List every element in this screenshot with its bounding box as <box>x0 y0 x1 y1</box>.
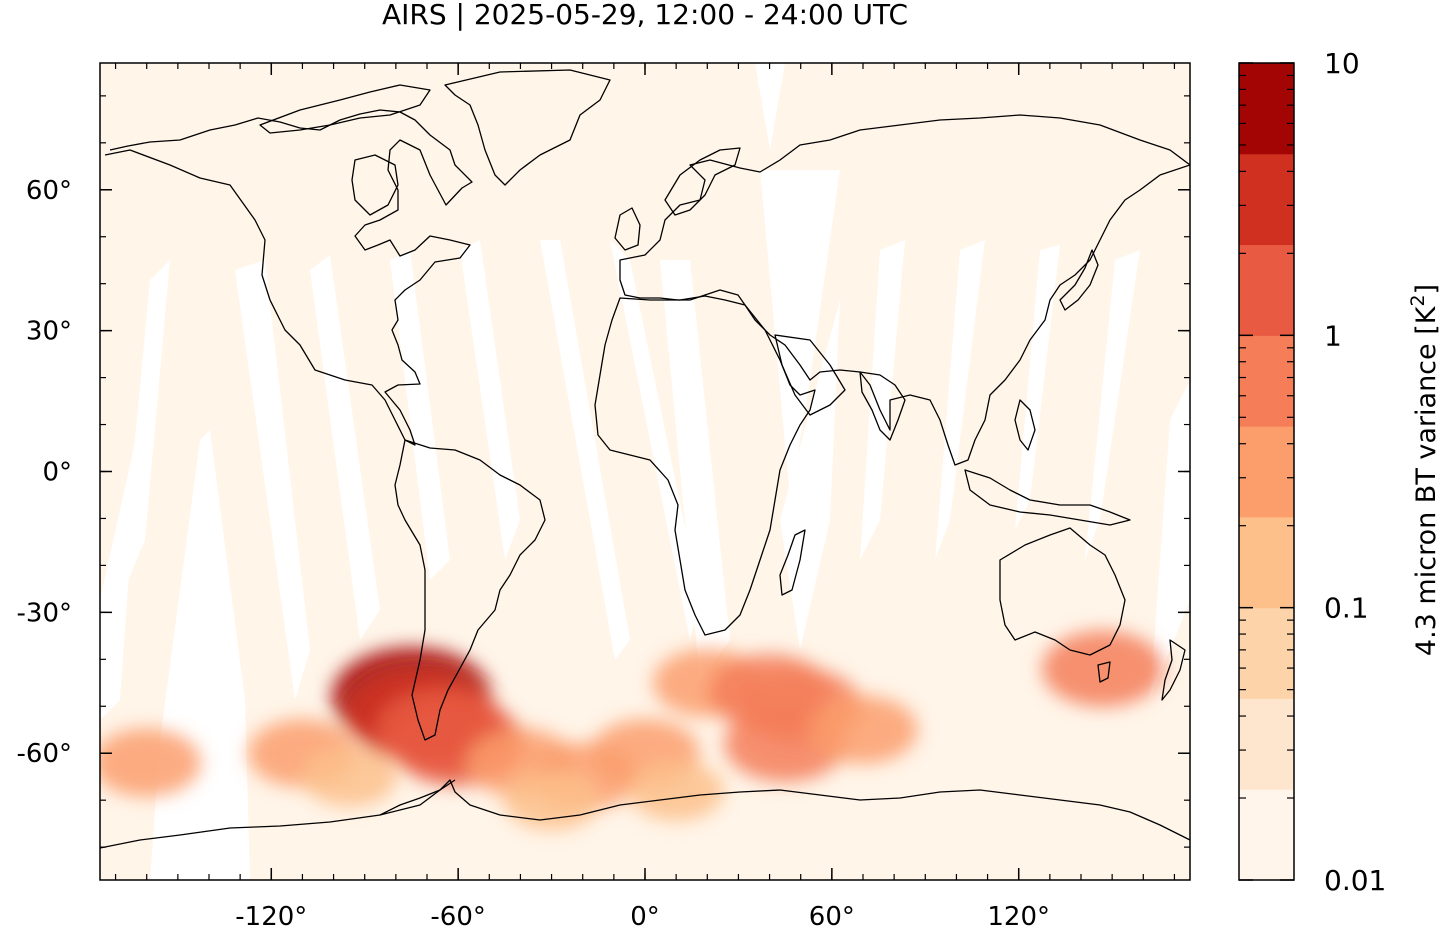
swath-gap <box>1150 380 1190 700</box>
coastline-north-america <box>104 109 473 446</box>
coastline-antarctic-peninsula <box>379 779 456 816</box>
swath-gap <box>780 300 840 650</box>
colorbar-ticks: 10 1 0.1 0.01 <box>1239 47 1386 897</box>
coastline-scandinavia <box>664 147 741 216</box>
colorbar-tick-label: 10 <box>1324 47 1360 80</box>
y-tick-label: 30° <box>26 317 72 347</box>
colorbar-tick-label: 1 <box>1324 319 1342 352</box>
coastline-africa <box>594 295 816 636</box>
swath-gap <box>860 240 905 560</box>
colorbar-band <box>1239 789 1294 881</box>
coastline-india <box>859 371 906 441</box>
variance-hotspot <box>808 695 918 764</box>
y-axis: 60° 30° 0° -30° -60° <box>17 176 1190 769</box>
coastlines <box>100 69 1190 849</box>
colorbar-band <box>1239 244 1294 336</box>
colorbar-tick-label: 0.01 <box>1324 864 1386 897</box>
swath-gap <box>610 240 700 640</box>
swath-gaps <box>100 63 1190 880</box>
coastline-uk <box>614 207 641 251</box>
map-title: AIRS | 2025-05-29, 12:00 - 24:00 UTC <box>381 0 909 31</box>
swath-gap <box>100 420 140 720</box>
swath-gap <box>1085 250 1140 560</box>
colorbar-band <box>1239 153 1294 246</box>
colorbar-band <box>1239 63 1294 155</box>
x-tick-label: -120° <box>235 902 307 930</box>
colorbar-band <box>1239 426 1294 518</box>
coastline-antarctica <box>100 779 1190 849</box>
variance-hotspot <box>301 746 398 807</box>
coastline-tasmania <box>1097 661 1111 683</box>
swath-gap <box>935 240 985 560</box>
variance-hotspot <box>503 770 600 831</box>
coastline-eurasia <box>619 114 1190 466</box>
x-axis: -120° -60° 0° 60° 120° <box>235 63 1050 930</box>
y-tick-label: -60° <box>17 739 72 769</box>
x-tick-label: 120° <box>987 902 1050 930</box>
coastline-arabia <box>774 334 846 416</box>
colorbar-band <box>1239 698 1294 790</box>
coastline-japan <box>1059 249 1099 311</box>
colorbar-frame <box>1238 62 1295 881</box>
swath-gap <box>755 63 785 150</box>
swath-gap <box>660 260 730 680</box>
colorbar-tick-label: 0.1 <box>1324 592 1369 625</box>
x-tick-label: 0° <box>630 902 660 930</box>
y-tick-label: 0° <box>42 458 72 488</box>
variance-hotspot <box>628 760 725 821</box>
x-tick-label: 60° <box>809 902 855 930</box>
x-tick-label: -60° <box>430 902 485 930</box>
colorbar-bands <box>1239 63 1294 881</box>
swath-gap <box>540 240 630 660</box>
coastline-australia <box>999 527 1126 656</box>
swath-gap <box>760 170 840 500</box>
colorbar-band <box>1239 335 1294 427</box>
map-plot-area: -120° -60° 0° 60° 120° 60° 30° 0° -30° -60° <box>17 62 1191 930</box>
coastline-madagascar <box>779 529 806 596</box>
y-tick-label: -30° <box>17 598 72 628</box>
coastline-philippines <box>1014 399 1036 451</box>
coastline-hudson-bay <box>351 154 399 216</box>
coastline-indonesia <box>964 469 1131 526</box>
colorbar: 10 1 0.1 0.01 4.3 micron BT variance [K2] <box>1238 47 1442 897</box>
colorbar-title: 4.3 micron BT variance [K2] <box>1407 284 1442 656</box>
swath-gap <box>390 250 450 580</box>
variance-hotspot <box>1042 630 1164 707</box>
variance-hotspot <box>100 728 202 797</box>
swath-gap <box>460 240 520 560</box>
colorbar-band <box>1239 516 1294 609</box>
coastline-south-america <box>394 439 546 741</box>
coastline-greenland <box>444 69 611 186</box>
colorbar-band <box>1239 607 1294 699</box>
swath-gap <box>235 260 310 700</box>
coastline-new-zealand <box>1161 639 1186 701</box>
swath-gap <box>310 255 380 640</box>
y-tick-label: 60° <box>26 176 72 206</box>
swath-gap <box>1015 245 1060 530</box>
bt-variance-field <box>100 630 1164 831</box>
coastline-arctic-islands <box>259 84 431 134</box>
